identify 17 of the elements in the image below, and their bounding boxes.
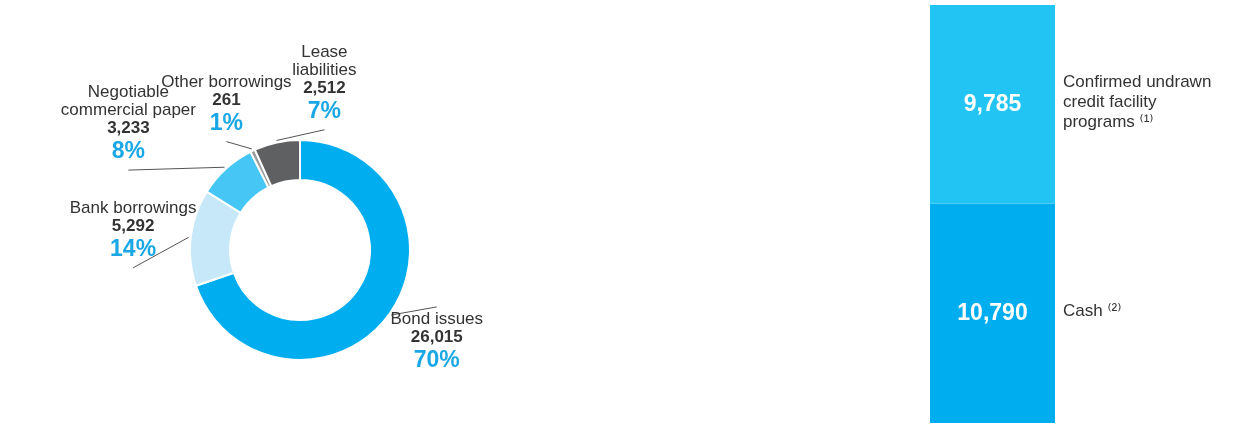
slice-label: Bond issues — [390, 308, 484, 328]
data-label: 2,512 — [303, 77, 346, 97]
data-label: 5,292 — [111, 215, 155, 235]
text: 7% — [307, 96, 342, 123]
text: 1% — [209, 108, 244, 135]
data-label: 10,790 — [957, 299, 1028, 326]
text: 8% — [111, 137, 146, 164]
slice-label: Bank borrowings — [69, 197, 197, 217]
series-label: Cash ⁽²⁾ — [1063, 301, 1122, 321]
slice-label: Lease liabilities — [292, 41, 357, 79]
data-label: 26,015 — [410, 326, 463, 346]
data-label: 3,233 — [107, 118, 150, 138]
data-label: 9,785 — [963, 90, 1022, 117]
data-label: 261 — [212, 89, 241, 109]
text: 70% — [413, 345, 460, 372]
series-label: Confirmed undrawn credit facility programs ⁽¹⁾ — [1063, 72, 1212, 132]
text: 14% — [110, 234, 157, 261]
